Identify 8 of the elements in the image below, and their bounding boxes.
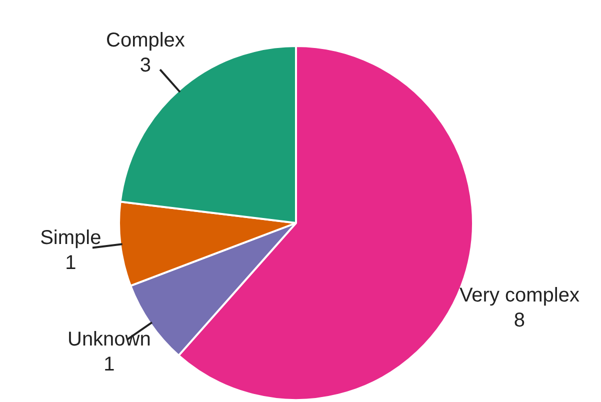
data-label: 8	[514, 309, 526, 332]
slice-label: Unknown	[67, 328, 151, 350]
data-label: 1	[104, 353, 115, 376]
data-label: 1	[65, 252, 76, 274]
slice-label: Simple	[40, 226, 102, 249]
slice-label: Very complex	[459, 284, 580, 306]
slice-label: Complex	[106, 30, 185, 52]
data-label: 3	[140, 54, 152, 77]
